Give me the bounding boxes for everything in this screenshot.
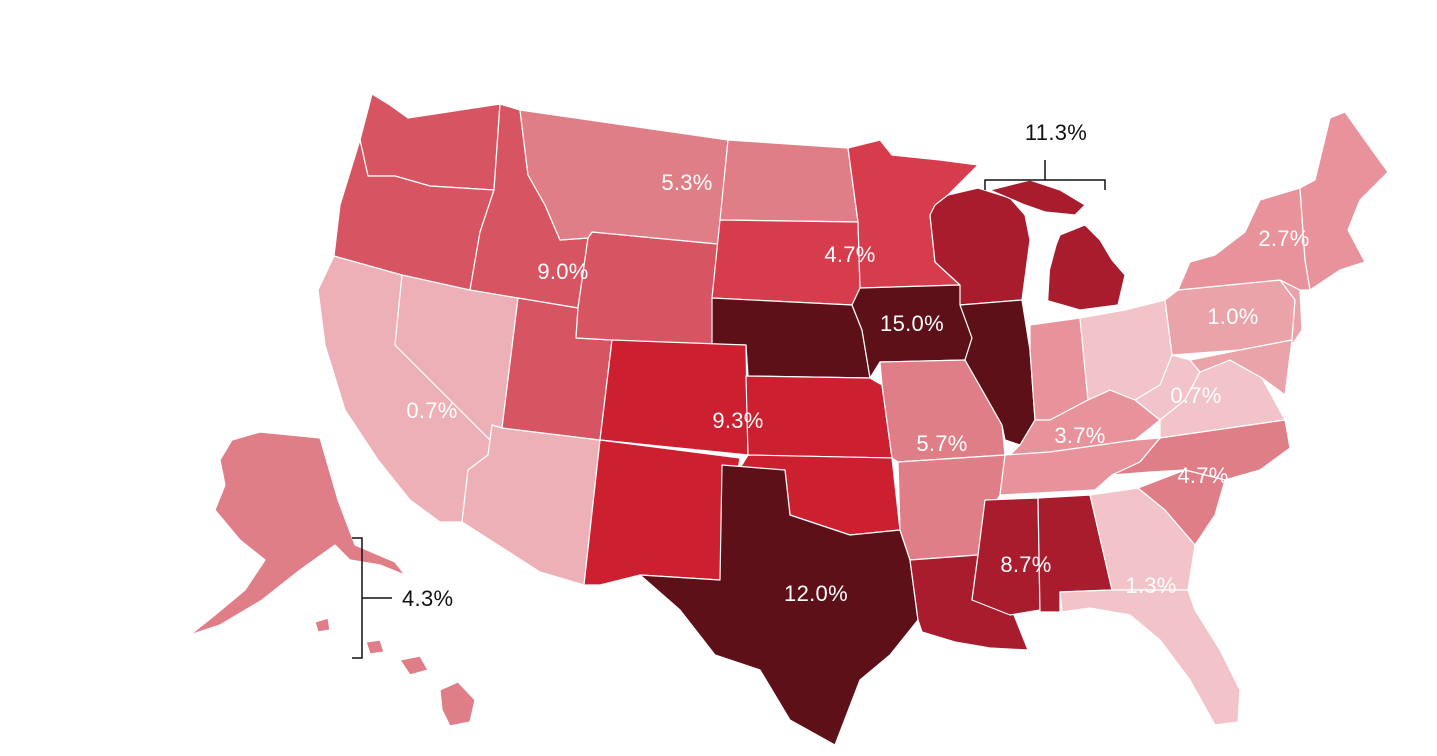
region-illinois bbox=[959, 299, 1036, 446]
lake-michigan bbox=[1028, 222, 1058, 325]
region-florida bbox=[1059, 589, 1241, 726]
region-kansas bbox=[745, 375, 893, 459]
region-north-dakota bbox=[719, 139, 859, 223]
label-missouri-arkansas: 5.7% bbox=[916, 431, 967, 456]
label-southeast-atlantic: 0.7% bbox=[1170, 383, 1221, 408]
region-hawaii-kauai bbox=[314, 617, 331, 633]
region-wisconsin bbox=[929, 187, 1031, 306]
label-iowa-nebraska: 15.0% bbox=[880, 311, 944, 336]
label-great-lakes: 11.3% bbox=[1025, 120, 1087, 145]
label-texas: 12.0% bbox=[784, 581, 848, 606]
region-maryland bbox=[1189, 339, 1293, 396]
region-south-carolina bbox=[1137, 469, 1226, 546]
label-deep-south: 8.7% bbox=[1000, 552, 1051, 577]
great-lakes-bracket bbox=[984, 160, 1106, 190]
label-montana-dakotas: 5.3% bbox=[661, 170, 712, 195]
region-wyoming bbox=[575, 231, 719, 346]
region-new-mexico bbox=[583, 439, 741, 586]
label-northeast: 2.7% bbox=[1258, 226, 1309, 251]
label-alaska-hawaii: 4.3% bbox=[402, 586, 453, 611]
label-west: 0.7% bbox=[406, 398, 457, 423]
region-north-carolina bbox=[1111, 419, 1291, 481]
region-hawaii-maui bbox=[399, 655, 429, 676]
region-texas bbox=[639, 464, 919, 746]
region-hawaii-big bbox=[439, 681, 476, 727]
label-northwest: 9.0% bbox=[537, 259, 588, 284]
label-carolinas: 4.7% bbox=[1177, 463, 1228, 488]
alaska-hawaii-bracket bbox=[352, 537, 392, 659]
region-hawaii-oahu bbox=[365, 639, 385, 655]
region-colorado bbox=[599, 339, 749, 456]
region-ohio bbox=[1079, 299, 1173, 401]
label-mid-atlantic: 1.0% bbox=[1207, 304, 1258, 329]
region-alaska bbox=[189, 431, 406, 636]
label-mountain: 9.3% bbox=[712, 408, 763, 433]
region-new-england bbox=[1299, 111, 1389, 291]
label-central-north: 4.7% bbox=[824, 242, 875, 267]
region-michigan-up bbox=[989, 179, 1086, 216]
label-florida-georgia: 1.3% bbox=[1125, 573, 1176, 598]
label-kentucky-tennessee: 3.7% bbox=[1054, 423, 1105, 448]
